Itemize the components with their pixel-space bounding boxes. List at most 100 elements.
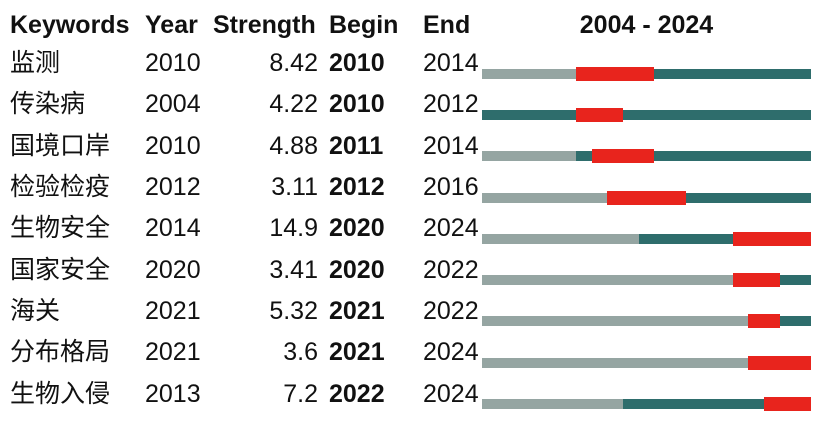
keyword-cell: 海关 [10,296,61,325]
timeline-bar [482,148,812,164]
strength-cell: 8.42 [269,49,318,78]
bar-segment-burst [607,190,686,205]
keyword-cell: 传染病 [10,90,86,119]
table-body: 监测 2010 8.42 2010 2014 传染病 2004 4.22 201… [10,50,812,422]
end-cell: 2022 [423,296,479,325]
strength-cell: 4.22 [269,90,318,119]
bar-segment-pre [482,399,623,410]
end-cell: 2024 [423,379,479,408]
bar-segment-active [654,151,812,162]
begin-cell: 2012 [329,173,385,202]
year-cell: 2013 [145,379,201,408]
year-cell: 2010 [145,49,201,78]
timeline-bar [482,231,811,247]
end-cell: 2014 [423,49,479,78]
table-row: 检验检疫 2012 3.11 2012 2016 [10,174,811,215]
col-header-keywords: Keywords [10,10,130,39]
end-cell: 2016 [423,173,479,202]
begin-cell: 2020 [329,255,385,284]
strength-cell: 5.32 [269,296,318,325]
year-cell: 2021 [145,338,201,367]
keyword-cell: 生物入侵 [10,379,111,408]
begin-cell: 2022 [329,379,385,408]
bar-segment-pre [482,192,608,203]
timeline-cell [482,148,812,164]
timeline-bar [482,355,811,371]
year-cell: 2014 [145,214,201,243]
bar-segment-burst [732,273,780,288]
timeline-bar [482,190,811,206]
end-cell: 2012 [423,90,479,119]
strength-cell: 3.6 [283,338,318,367]
timeline-cell [482,66,811,82]
timespan-title: 2004 - 2024 [579,10,714,39]
header-row: Keywords Year Strength Begin End 2004 - … [10,0,811,50]
begin-cell: 2011 [329,131,384,160]
timeline-bar [482,272,811,288]
bar-segment-active [623,109,811,120]
table-row: 生物入侵 2013 7.2 2022 2024 [10,380,811,421]
begin-cell: 2010 [329,49,385,78]
bar-segment-pre [482,151,576,162]
col-header-strength: Strength [213,10,316,39]
bar-segment-burst [748,355,811,370]
keyword-cell: 监测 [10,49,61,78]
col-header-year: Year [145,10,198,39]
bar-segment-active [779,316,811,327]
end-cell: 2022 [423,255,479,284]
bar-segment-burst [732,231,811,246]
end-cell: 2024 [423,338,479,367]
bar-segment-active [638,233,733,244]
table-row: 分布格局 2021 3.6 2021 2024 [10,339,811,380]
col-header-begin: Begin [329,10,399,39]
keyword-cell: 国境口岸 [10,131,111,160]
year-cell: 2012 [145,173,201,202]
year-cell: 2004 [145,90,201,119]
timeline-cell [482,396,811,412]
keyword-cell: 分布格局 [10,338,111,367]
timeline-bar [482,66,811,82]
bar-segment-active [654,68,811,79]
bar-segment-burst [748,314,780,329]
col-header-end: End [423,10,471,39]
bar-segment-active [576,151,592,162]
strength-cell: 3.41 [269,255,318,284]
strength-cell: 4.88 [269,131,318,160]
strength-cell: 7.2 [283,379,318,408]
end-cell: 2014 [423,131,479,160]
year-cell: 2020 [145,255,201,284]
begin-cell: 2021 [329,338,385,367]
bar-segment-pre [482,68,576,79]
end-cell: 2024 [423,214,479,243]
begin-cell: 2020 [329,214,385,243]
bar-segment-pre [482,316,749,327]
begin-cell: 2021 [329,296,385,325]
timeline-bar [482,107,811,123]
timeline-cell [482,231,811,247]
bar-segment-burst [764,397,811,412]
bar-segment-burst [576,107,623,122]
timeline-bar [482,313,811,329]
table-row: 海关 2021 5.32 2021 2022 [10,298,811,339]
timeline-cell [482,190,811,206]
keyword-cell: 检验检疫 [10,173,111,202]
bar-segment-active [482,109,576,120]
bar-segment-active [685,192,811,203]
keyword-cell: 生物安全 [10,214,111,243]
year-cell: 2021 [145,296,201,325]
keyword-cell: 国家安全 [10,255,111,284]
bar-segment-active [779,275,811,286]
table-row: 传染病 2004 4.22 2010 2012 [10,91,811,132]
bar-segment-pre [482,357,749,368]
timeline-bar [482,396,811,412]
year-cell: 2010 [145,131,201,160]
strength-cell: 14.9 [269,214,318,243]
timeline-cell [482,107,811,123]
bar-segment-pre [482,275,733,286]
table-row: 国家安全 2020 3.41 2020 2022 [10,256,811,297]
table-row: 监测 2010 8.42 2010 2014 [10,50,811,91]
bar-segment-burst [591,149,655,164]
table-row: 生物安全 2014 14.9 2020 2024 [10,215,811,256]
timeline-cell [482,272,811,288]
